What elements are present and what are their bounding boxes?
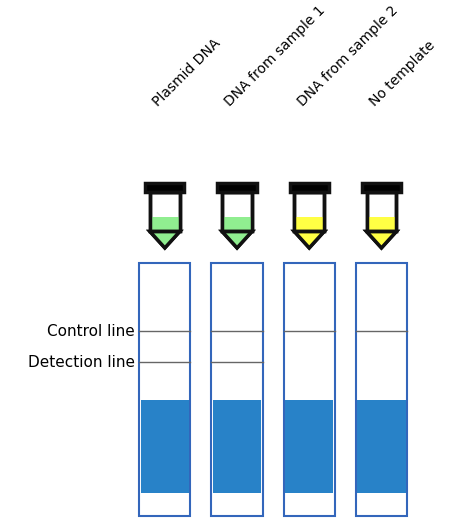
- Text: No template: No template: [367, 39, 438, 109]
- Bar: [218, 183, 257, 192]
- Bar: [211, 262, 263, 515]
- Bar: [356, 262, 407, 515]
- Bar: [222, 192, 252, 231]
- Bar: [150, 218, 180, 231]
- Bar: [294, 192, 324, 231]
- Bar: [150, 192, 180, 231]
- Polygon shape: [222, 231, 252, 248]
- Text: Plasmid DNA: Plasmid DNA: [150, 36, 223, 109]
- Bar: [222, 218, 252, 231]
- Bar: [150, 192, 180, 231]
- Text: Detection line: Detection line: [28, 355, 135, 370]
- Bar: [213, 400, 261, 493]
- Bar: [145, 183, 184, 192]
- Bar: [367, 218, 397, 231]
- Polygon shape: [150, 231, 180, 248]
- Bar: [367, 192, 397, 231]
- Text: Control line: Control line: [47, 324, 135, 339]
- Polygon shape: [367, 231, 397, 248]
- Polygon shape: [294, 231, 324, 248]
- Bar: [357, 400, 406, 493]
- Bar: [294, 218, 324, 231]
- Text: DNA from sample 2: DNA from sample 2: [295, 4, 400, 109]
- Bar: [139, 262, 190, 515]
- Bar: [294, 192, 324, 231]
- Text: DNA from sample 1: DNA from sample 1: [222, 4, 328, 109]
- Bar: [284, 262, 335, 515]
- Bar: [285, 400, 334, 493]
- Polygon shape: [222, 231, 252, 248]
- Polygon shape: [294, 231, 324, 248]
- Bar: [290, 183, 329, 192]
- Bar: [367, 192, 397, 231]
- Polygon shape: [150, 231, 180, 248]
- Bar: [362, 183, 401, 192]
- Polygon shape: [367, 231, 397, 248]
- Bar: [222, 192, 252, 231]
- Bar: [140, 400, 189, 493]
